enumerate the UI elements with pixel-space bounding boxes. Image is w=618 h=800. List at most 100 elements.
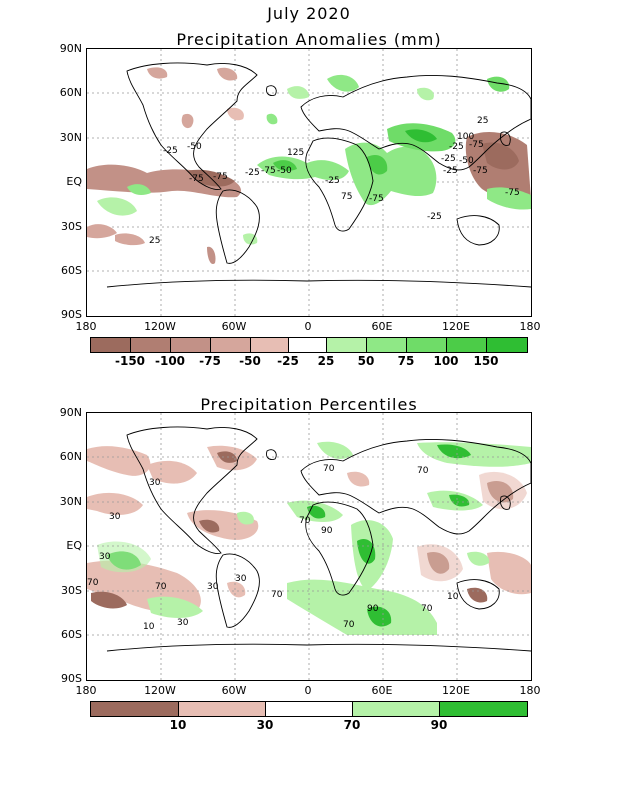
figure-title: July 2020 xyxy=(267,4,351,23)
colorbar-label: -25 xyxy=(277,354,299,368)
anomalies-panel-title: Precipitation Anomalies (mm) xyxy=(176,30,442,49)
contour-label: 10 xyxy=(143,622,155,632)
coastlines xyxy=(106,426,531,652)
colorbar-label: 75 xyxy=(397,354,415,368)
contour-label: -75 xyxy=(469,140,484,150)
contour-label: 70 xyxy=(343,620,355,630)
lat-label-30n: 30N xyxy=(59,131,82,144)
contour-label: 30 xyxy=(207,582,219,592)
lat-label-30s: 30S xyxy=(61,584,82,597)
contour-label: 25 xyxy=(477,116,488,126)
colorbar-cell xyxy=(367,338,407,352)
contour-label: 30 xyxy=(235,574,247,584)
lat-label-60n: 60N xyxy=(59,86,82,99)
contour-label: 70 xyxy=(299,516,311,526)
contour-label: -25 xyxy=(443,166,458,176)
contour-label: 70 xyxy=(155,582,167,592)
colorbar-label: 90 xyxy=(430,718,448,732)
anomalies-map: -50 -25 -75 -75 25 -25 -75 -50 125 -25 -… xyxy=(86,48,532,317)
contour-label: 70 xyxy=(417,466,429,476)
contour-label: 30 xyxy=(109,512,121,522)
contour-label: 30 xyxy=(149,478,161,488)
colorbar-label: 25 xyxy=(317,354,335,368)
lon-label-180e: 180 xyxy=(519,684,541,697)
colorbar-label: -50 xyxy=(239,354,261,368)
lat-label-60s: 60S xyxy=(61,628,82,641)
contour-label: -50 xyxy=(459,156,474,166)
colorbar-label: 30 xyxy=(256,718,274,732)
contour-label: -25 xyxy=(449,142,464,152)
colorbar-cell xyxy=(211,338,251,352)
percentiles-panel-title: Precipitation Percentiles xyxy=(200,395,418,414)
percentiles-colorbar xyxy=(90,701,528,717)
lon-label-60w: 60W xyxy=(221,320,247,333)
contour-label: 30 xyxy=(177,618,189,628)
lon-label-120e: 120E xyxy=(442,684,470,697)
lat-label-90s: 90S xyxy=(61,308,82,321)
colorbar-label: -100 xyxy=(154,354,186,368)
lon-label-180w: 180 xyxy=(75,320,97,333)
colorbar-cell xyxy=(327,338,367,352)
lat-label-90s: 90S xyxy=(61,672,82,685)
contour-label: -25 xyxy=(245,168,260,178)
lon-label-60w: 60W xyxy=(221,684,247,697)
contour-label: -50 xyxy=(187,142,202,152)
colorbar-cell xyxy=(407,338,447,352)
anomalies-map-svg: -50 -25 -75 -75 25 -25 -75 -50 125 -25 -… xyxy=(87,49,531,316)
lon-label-60e: 60E xyxy=(371,320,393,333)
lon-label-120e: 120E xyxy=(442,320,470,333)
colorbar-cell xyxy=(447,338,487,352)
contour-label: -50 xyxy=(277,166,292,176)
lat-label-60n: 60N xyxy=(59,450,82,463)
colorbar-cell xyxy=(251,338,289,352)
contour-label: -75 xyxy=(189,174,204,184)
colorbar-cell xyxy=(179,702,266,716)
contour-label: 90 xyxy=(321,526,333,536)
colorbar-cell xyxy=(440,702,527,716)
lon-label-180w: 180 xyxy=(75,684,97,697)
lon-label-120w: 120W xyxy=(144,684,176,697)
colorbar-label: 10 xyxy=(169,718,187,732)
coastlines xyxy=(106,62,531,288)
contour-label: -25 xyxy=(427,212,442,222)
contour-label: 70 xyxy=(421,604,433,614)
contour-label: -75 xyxy=(213,172,228,182)
colorbar-cell xyxy=(131,338,171,352)
lon-label-0: 0 xyxy=(304,320,312,333)
colorbar-cell xyxy=(266,702,353,716)
lon-label-0: 0 xyxy=(304,684,312,697)
percentiles-map: 30 70 70 30 70 90 30 70 30 70 10 30 70 9… xyxy=(86,412,532,681)
colorbar-cell xyxy=(91,702,179,716)
contour-label: -25 xyxy=(325,176,340,186)
colorbar-cell xyxy=(289,338,327,352)
colorbar-label: 150 xyxy=(473,354,499,368)
colorbar-label: -75 xyxy=(199,354,221,368)
lat-label-90n: 90N xyxy=(59,406,82,419)
lon-label-60e: 60E xyxy=(371,684,393,697)
colorbar-cell xyxy=(487,338,527,352)
colorbar-cell xyxy=(353,702,440,716)
map-gridlines xyxy=(87,413,531,680)
contour-label: 70 xyxy=(87,578,99,588)
wet-anomaly-shading xyxy=(97,74,531,245)
colorbar-label: 50 xyxy=(357,354,375,368)
colorbar-label: -150 xyxy=(114,354,146,368)
contour-label: -25 xyxy=(441,154,456,164)
contour-label: 100 xyxy=(457,132,474,142)
contour-label: 125 xyxy=(287,148,304,158)
anomalies-colorbar xyxy=(90,337,528,353)
contour-label: -75 xyxy=(369,194,384,204)
high-percentile-shading xyxy=(97,441,531,635)
colorbar-cell xyxy=(91,338,131,352)
contour-label: -75 xyxy=(261,166,276,176)
lat-label-eq: EQ xyxy=(66,175,82,188)
contour-label: 25 xyxy=(149,236,160,246)
contour-label: -75 xyxy=(505,188,520,198)
masked-region xyxy=(87,635,531,680)
contour-label: 10 xyxy=(447,592,459,602)
contour-label: 75 xyxy=(341,192,352,202)
map-gridlines xyxy=(87,49,531,316)
colorbar-cell xyxy=(171,338,211,352)
lat-label-60s: 60S xyxy=(61,264,82,277)
lat-label-90n: 90N xyxy=(59,42,82,55)
